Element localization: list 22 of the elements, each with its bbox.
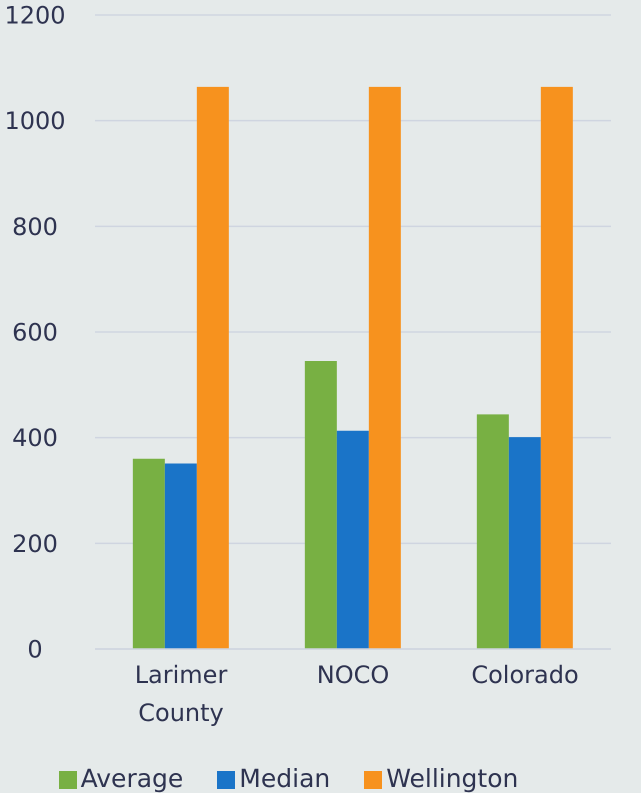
bar [368, 86, 401, 649]
bar [304, 361, 337, 649]
legend-label: Wellington [386, 764, 518, 793]
y-tick-label: 600 [12, 318, 58, 347]
y-tick-label: 1200 [4, 2, 66, 30]
bar [132, 458, 165, 649]
legend-label: Median [239, 764, 330, 793]
y-tick-label: 1000 [4, 107, 66, 136]
bar [196, 86, 229, 649]
x-tick-label: NOCO [316, 661, 390, 689]
bar [476, 414, 509, 649]
legend-label: Average [80, 764, 184, 793]
x-tick-label: Colorado [471, 661, 579, 689]
x-tick-label: Larimer County [134, 661, 228, 727]
y-tick-label: 200 [12, 530, 58, 558]
bar [336, 430, 369, 649]
y-tick-label: 800 [12, 212, 58, 241]
bar [164, 464, 197, 649]
bar [508, 437, 541, 649]
bar [540, 86, 573, 649]
y-tick-label: 400 [12, 424, 58, 452]
y-tick-label: 0 [27, 636, 43, 664]
